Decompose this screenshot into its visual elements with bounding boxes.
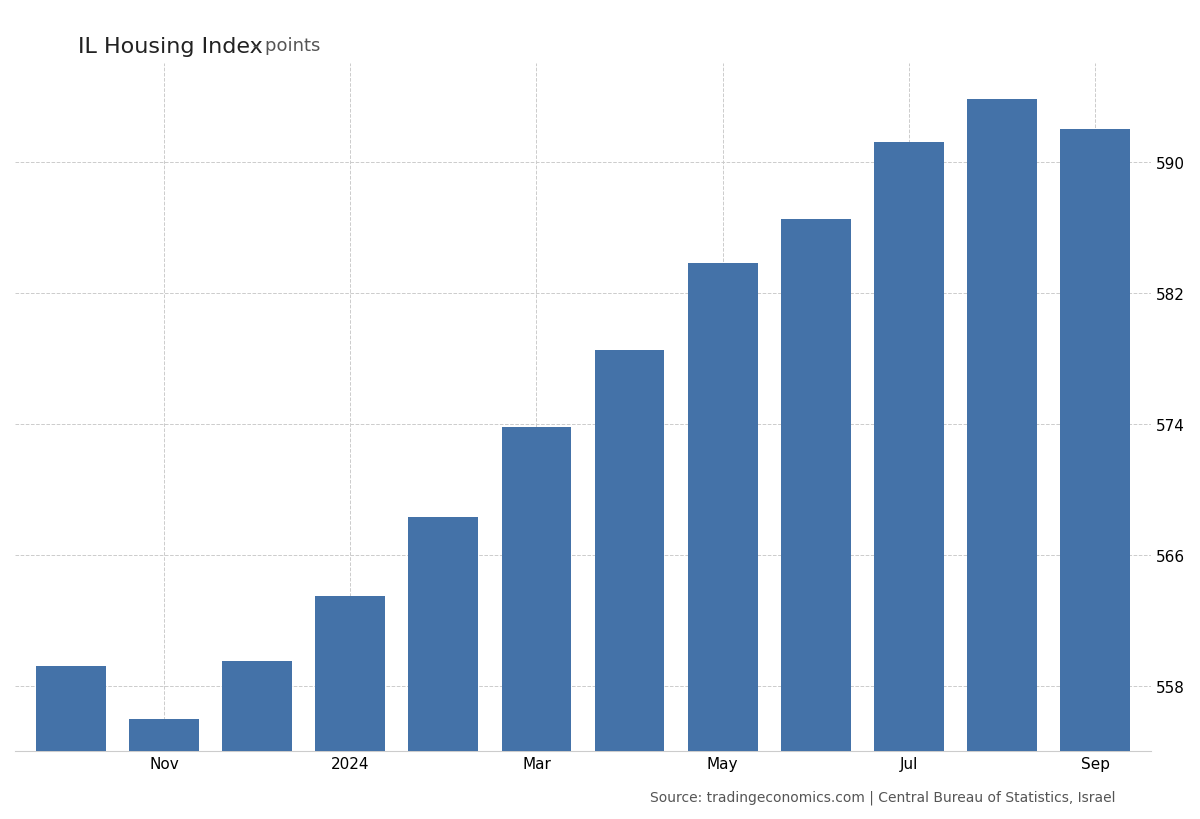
Bar [36,667,106,819]
Bar [222,662,292,819]
Bar [595,351,665,819]
Bar [1061,129,1130,819]
Bar [408,518,479,819]
Text: - points: - points [247,37,320,55]
Bar [316,596,385,819]
Bar [967,100,1037,819]
Bar [502,428,571,819]
Text: Source: tradingeconomics.com | Central Bureau of Statistics, Israel: Source: tradingeconomics.com | Central B… [650,790,1116,804]
Bar [781,219,851,819]
Text: IL Housing Index: IL Housing Index [78,37,263,57]
Bar [688,264,757,819]
Bar [130,719,199,819]
Bar [874,143,944,819]
